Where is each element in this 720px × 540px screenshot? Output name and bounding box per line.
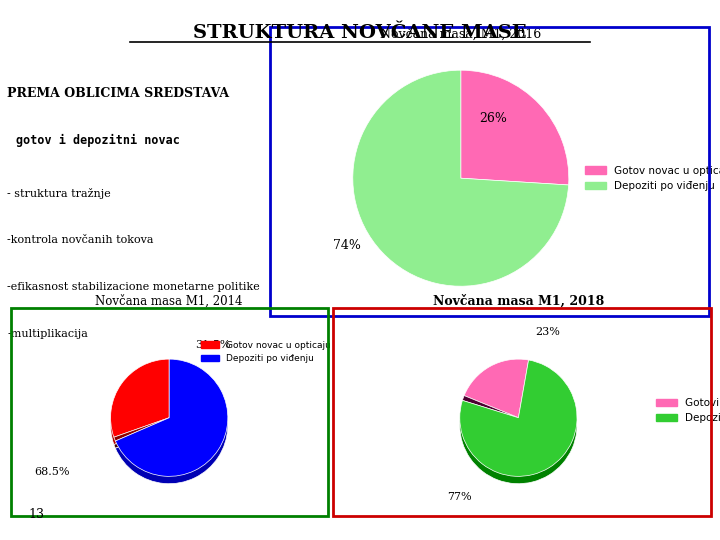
Text: STRUKTURA NOVČANE MASE: STRUKTURA NOVČANE MASE [193, 24, 527, 42]
Wedge shape [353, 70, 569, 286]
Wedge shape [460, 367, 577, 484]
Wedge shape [115, 359, 228, 476]
Legend: Gotov novac u opticaju, Depoziti po viđenju: Gotov novac u opticaju, Depoziti po viđe… [581, 161, 720, 195]
Legend: Gotov novac u opticaju, Depoziti po viđenju: Gotov novac u opticaju, Depoziti po viđe… [197, 337, 335, 367]
Text: 23%: 23% [535, 327, 560, 338]
Text: 77%: 77% [447, 491, 472, 502]
Text: - struktura tražnje: - struktura tražnje [7, 188, 111, 199]
Text: -multiplikacija: -multiplikacija [7, 328, 88, 339]
Wedge shape [462, 403, 518, 425]
Wedge shape [111, 367, 169, 444]
Text: -efikasnost stabilizacione monetarne politike: -efikasnost stabilizacione monetarne pol… [7, 282, 260, 292]
Wedge shape [114, 425, 169, 448]
Text: PREMA OBLICIMA SREDSTAVA: PREMA OBLICIMA SREDSTAVA [7, 87, 230, 100]
Wedge shape [114, 418, 169, 441]
Text: -kontrola novčanih tokova: -kontrola novčanih tokova [7, 235, 153, 245]
Wedge shape [464, 367, 528, 425]
Title: Novčana masa M1, 2014: Novčana masa M1, 2014 [96, 294, 243, 308]
Text: gotov i depozitni novac: gotov i depozitni novac [16, 134, 180, 147]
Wedge shape [464, 359, 528, 418]
Wedge shape [462, 396, 518, 418]
Title: Novčana masa, M1, 2016: Novčana masa, M1, 2016 [380, 28, 541, 40]
Text: 26%: 26% [480, 112, 507, 125]
Text: 31.5%: 31.5% [195, 340, 231, 350]
Wedge shape [115, 367, 228, 484]
Title: Novčana masa M1, 2018: Novčana masa M1, 2018 [433, 295, 604, 308]
Wedge shape [461, 70, 569, 185]
Text: 68.5%: 68.5% [34, 467, 70, 477]
Wedge shape [111, 359, 169, 437]
Text: 74%: 74% [333, 239, 361, 252]
Text: 13: 13 [29, 508, 45, 522]
Wedge shape [460, 360, 577, 476]
Legend: Gotovina u opticaju, Depoziti po viđenju: Gotovina u opticaju, Depoziti po viđenju [652, 394, 720, 427]
